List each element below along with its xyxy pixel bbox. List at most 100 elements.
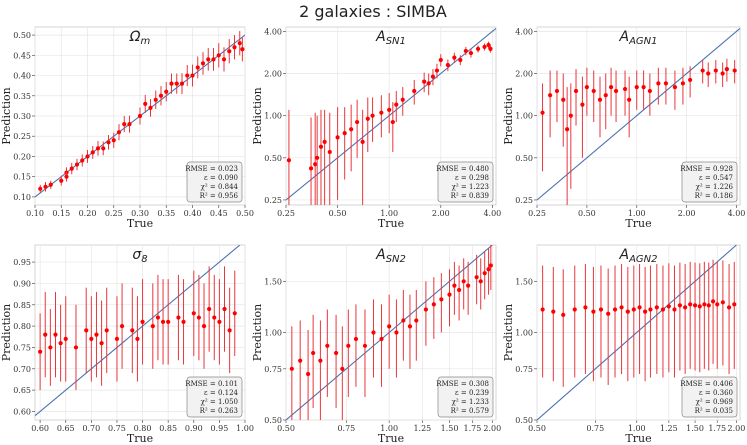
y-tick-label: 0.10: [13, 193, 31, 202]
point-marker: [452, 283, 457, 288]
point-marker: [540, 307, 545, 312]
data-point: [647, 73, 652, 116]
data-point: [59, 175, 64, 186]
data-point: [612, 265, 618, 378]
point-marker: [656, 81, 661, 86]
data-point: [551, 267, 556, 382]
x-tick-label: 1.50: [441, 424, 459, 433]
data-point: [298, 320, 303, 420]
point-marker: [561, 97, 566, 102]
data-point: [166, 279, 171, 365]
point-marker: [111, 138, 116, 143]
point-marker: [625, 309, 630, 314]
point-marker: [641, 84, 646, 90]
data-point: [438, 54, 443, 67]
data-point: [311, 314, 316, 408]
data-point: [643, 267, 648, 382]
panel-title: ASN1: [375, 29, 406, 47]
point-marker: [166, 319, 171, 324]
panel-title-subscript: SN2: [386, 254, 406, 265]
point-marker: [583, 305, 588, 310]
point-marker: [327, 149, 332, 155]
point-marker: [237, 41, 242, 46]
data-point: [482, 251, 487, 300]
point-marker: [720, 71, 725, 76]
data-point: [488, 245, 493, 291]
point-marker: [445, 62, 450, 68]
y-tick-label: 0.25: [515, 196, 533, 205]
y-tick-label: 0.50: [264, 416, 282, 425]
point-marker: [619, 305, 624, 310]
data-point: [43, 181, 48, 192]
point-marker: [191, 311, 196, 316]
data-point: [458, 55, 463, 66]
x-tick-label: 2.00: [483, 424, 501, 433]
data-point: [660, 265, 666, 378]
data-point: [468, 48, 474, 58]
data-point: [672, 265, 677, 378]
stats-line: RMSE = 0.101: [185, 380, 238, 388]
data-point: [325, 309, 330, 397]
y-tick-label: 0.85: [13, 301, 31, 310]
data-point: [212, 274, 217, 361]
data-point: [486, 41, 491, 49]
data-point: [160, 279, 166, 365]
data-point: [715, 261, 720, 369]
x-tick-label: 0.75: [337, 424, 355, 433]
data-point: [53, 291, 58, 378]
data-point: [414, 290, 419, 361]
point-marker: [84, 328, 89, 333]
point-marker: [286, 158, 292, 163]
data-point: [407, 294, 413, 369]
point-marker: [137, 113, 143, 119]
y-tick-label: 2.00: [264, 70, 282, 79]
point-marker: [680, 81, 686, 86]
data-point: [322, 109, 327, 205]
data-point: [656, 67, 661, 105]
stats-box: [437, 376, 494, 418]
y-tick-label: 1.00: [515, 112, 533, 121]
y-tick-label: 4.00: [515, 27, 533, 36]
point-marker: [101, 146, 106, 151]
data-point: [565, 87, 570, 205]
point-marker: [648, 307, 653, 312]
y-tick-label: 0.90: [13, 279, 31, 288]
point-marker: [663, 81, 669, 86]
x-tick-label: 0.15: [52, 209, 70, 218]
y-tick-label: 0.65: [13, 386, 31, 395]
data-point: [466, 261, 471, 315]
point-marker: [572, 307, 577, 312]
point-marker: [333, 350, 339, 356]
point-marker: [426, 81, 431, 86]
point-marker: [164, 89, 169, 94]
x-tick-label: 0.25: [277, 209, 295, 218]
data-point: [554, 70, 560, 123]
y-axis-label: Prediction: [0, 304, 13, 362]
point-marker: [724, 67, 729, 72]
y-axis-label: Prediction: [251, 304, 264, 362]
panel-5: 0.50 0.75 1.00 1.25 1.50 1.75 2.00 0.50 0.75 1.00…: [251, 244, 501, 445]
data-point: [99, 300, 104, 386]
data-point: [394, 91, 399, 123]
panel-title-main: A: [618, 29, 629, 45]
figure-title: 2 galaxies : SIMBA: [299, 2, 447, 21]
stats-line: RMSE = 0.480: [436, 165, 489, 173]
stats-box: [186, 161, 243, 203]
point-marker: [468, 50, 474, 56]
y-tick-label: 0.60: [13, 407, 31, 416]
data-point: [84, 287, 89, 374]
data-point: [474, 254, 479, 305]
point-marker: [181, 319, 186, 324]
data-point: [580, 76, 585, 158]
point-marker: [463, 48, 468, 54]
data-point: [666, 263, 671, 373]
data-point: [412, 79, 417, 105]
point-marker: [232, 311, 237, 316]
data-point: [340, 326, 345, 420]
data-point: [706, 62, 711, 88]
data-point: [452, 52, 457, 63]
point-marker: [598, 307, 604, 312]
point-marker: [322, 139, 327, 144]
point-marker: [732, 68, 737, 73]
point-marker: [298, 358, 303, 363]
